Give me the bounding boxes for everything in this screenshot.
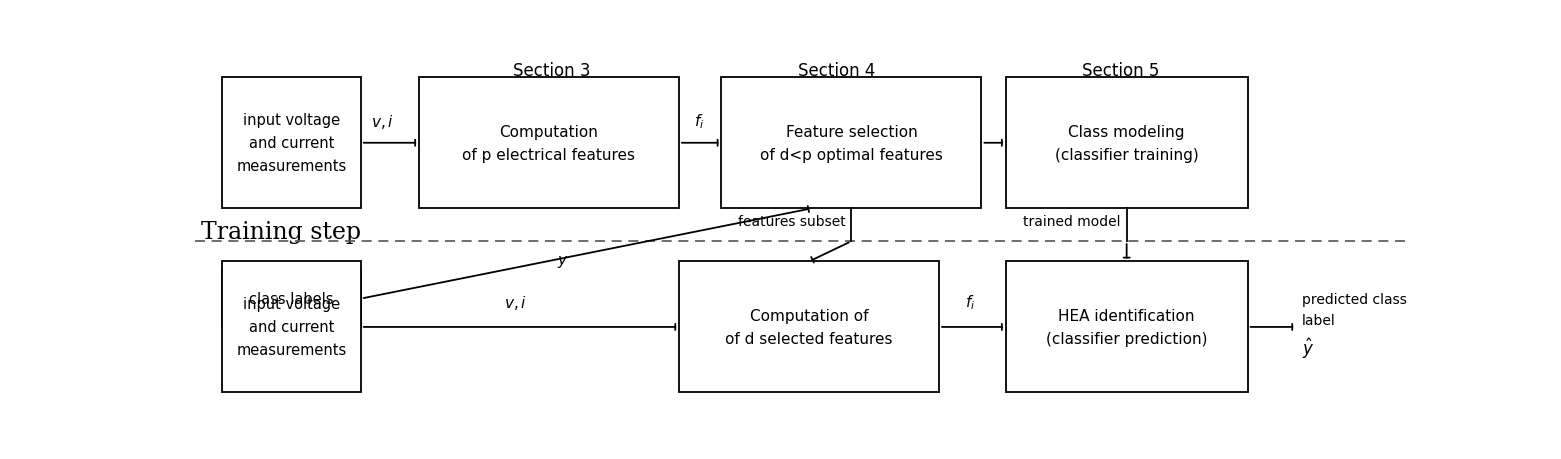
Text: Section 5: Section 5 — [1082, 62, 1160, 80]
Text: (classifier prediction): (classifier prediction) — [1046, 331, 1207, 346]
Text: of d<p optimal features: of d<p optimal features — [760, 147, 943, 162]
Text: Feature selection: Feature selection — [785, 124, 918, 140]
Text: input voltage: input voltage — [244, 297, 340, 312]
Text: measurements: measurements — [236, 343, 347, 358]
Text: HEA identification: HEA identification — [1058, 308, 1194, 323]
Text: $f_i$: $f_i$ — [695, 112, 704, 131]
Bar — [1005, 262, 1247, 392]
Bar — [222, 271, 361, 327]
Text: of d selected features: of d selected features — [726, 331, 893, 346]
Bar — [222, 262, 361, 392]
Text: $\hat{y}$: $\hat{y}$ — [1302, 336, 1314, 361]
Text: Section 3: Section 3 — [514, 62, 590, 80]
Text: trained model: trained model — [1022, 214, 1121, 228]
Text: $f_i$: $f_i$ — [965, 293, 976, 311]
Text: $y$: $y$ — [557, 253, 568, 269]
Text: $v, i$: $v, i$ — [504, 293, 528, 311]
Text: Class modeling: Class modeling — [1068, 124, 1185, 140]
Text: and current: and current — [248, 320, 334, 335]
Text: Computation: Computation — [500, 124, 598, 140]
Text: (classifier training): (classifier training) — [1055, 147, 1199, 162]
Text: label: label — [1302, 313, 1336, 327]
Text: Training step: Training step — [201, 220, 361, 243]
Text: predicted class: predicted class — [1302, 292, 1406, 306]
Text: Section 4: Section 4 — [798, 62, 876, 80]
Text: Computation of: Computation of — [749, 308, 868, 323]
Bar — [721, 78, 982, 209]
Bar — [418, 78, 679, 209]
Text: of p electrical features: of p electrical features — [462, 147, 635, 162]
Bar — [679, 262, 940, 392]
Text: input voltage: input voltage — [244, 113, 340, 128]
Text: measurements: measurements — [236, 159, 347, 174]
Text: and current: and current — [248, 136, 334, 151]
Text: class labels: class labels — [250, 291, 334, 307]
Text: $v, i$: $v, i$ — [372, 113, 393, 131]
Bar — [1005, 78, 1247, 209]
Bar — [222, 78, 361, 209]
Text: features subset: features subset — [738, 214, 846, 228]
